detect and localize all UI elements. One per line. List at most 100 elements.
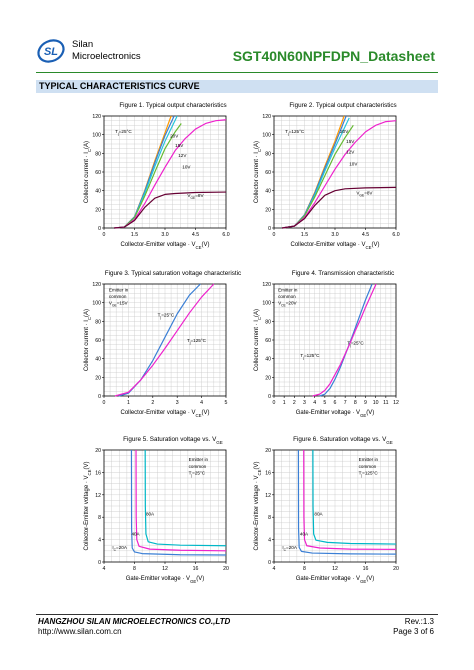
- x-tick-label: 0: [273, 400, 276, 406]
- company-name-line2: Microelectronics: [72, 51, 141, 62]
- chart-annotation: 40A: [300, 532, 309, 537]
- y-tick-label: 20: [265, 207, 271, 213]
- chart-annotation: VGE=15V: [109, 301, 129, 308]
- series-line-2: [303, 449, 397, 550]
- y-axis-label: Collector current · IC(A): [84, 309, 92, 371]
- x-tick-label: 0: [103, 400, 106, 406]
- figure-3-chart: Figure 3. Typical saturation voltage cha…: [84, 270, 241, 418]
- x-axis-label: Collector-Emitter voltage · VCE(V): [120, 242, 209, 250]
- chart-annotation: Tj=125°C: [187, 338, 207, 345]
- x-tick-label: 3: [176, 400, 179, 406]
- chart-annotation: Tj=125°C: [300, 353, 320, 360]
- y-tick-label: 4: [268, 538, 271, 544]
- x-tick-label: 12: [332, 566, 338, 572]
- x-tick-label: 2: [293, 400, 296, 406]
- footer-divider: [36, 614, 438, 615]
- y-tick-label: 8: [98, 515, 101, 521]
- x-tick-label: 9: [364, 400, 367, 406]
- x-tick-label: 8: [303, 566, 306, 572]
- chart-annotation: common: [278, 294, 296, 299]
- chart-annotation: Emitter in: [189, 457, 209, 462]
- chart-title: Figure 4. Transmission characteristic: [292, 270, 395, 277]
- y-tick-label: 100: [262, 301, 271, 307]
- y-tick-label: 80: [95, 151, 101, 157]
- y-tick-label: 8: [268, 515, 271, 521]
- x-axis-label: Collector-Emitter voltage · VCE(V): [290, 242, 379, 250]
- x-tick-label: 20: [223, 566, 229, 572]
- y-axis-label: Collector-Emitter voltage · VCE(V): [254, 461, 262, 550]
- y-axis-label: Collector-Emitter voltage · VCE(V): [84, 461, 92, 550]
- x-tick-label: 1.5: [301, 232, 308, 238]
- chart-annotation: Tj=25°C: [158, 313, 175, 320]
- footer-company: HANGZHOU SILAN MICROELECTRONICS CO.,LTD: [38, 617, 231, 626]
- chart-annotation: 12V: [178, 153, 187, 158]
- series-line-3: [130, 449, 227, 556]
- y-tick-label: 120: [92, 282, 101, 288]
- chart-title: Figure 1. Typical output characteristics: [119, 102, 226, 109]
- y-tick-label: 80: [95, 319, 101, 325]
- series-line-2: [312, 283, 377, 397]
- x-tick-label: 7: [344, 400, 347, 406]
- x-axis-label: Gate-Emitter voltage · VGE(V): [126, 576, 205, 584]
- y-axis-label: Collector current · IC(A): [254, 141, 262, 203]
- x-tick-label: 10: [373, 400, 379, 406]
- chart-annotation: 12V: [346, 149, 355, 154]
- series-line-3: [297, 449, 397, 555]
- series-line-5: [114, 119, 227, 229]
- x-tick-label: 6.0: [392, 232, 399, 238]
- y-tick-label: 80: [265, 151, 271, 157]
- y-tick-label: 20: [265, 375, 271, 381]
- x-tick-label: 4: [200, 400, 203, 406]
- series-line-5: [282, 120, 397, 229]
- y-tick-label: 0: [98, 394, 101, 400]
- series-line-2: [135, 449, 227, 552]
- x-tick-label: 4: [313, 400, 316, 406]
- x-tick-label: 12: [393, 400, 399, 406]
- y-tick-label: 0: [268, 226, 271, 232]
- x-tick-label: 4.5: [192, 232, 199, 238]
- y-tick-label: 120: [92, 114, 101, 120]
- x-axis-label: Gate-Emitter voltage · VGE(V): [296, 576, 375, 584]
- y-tick-label: 60: [95, 170, 101, 176]
- chart-annotation: 15V: [175, 143, 184, 148]
- chart-annotation: 15V: [346, 139, 355, 144]
- x-axis-label: Gate-Emitter voltage · VGE(V): [296, 410, 375, 418]
- svg-text:SL: SL: [44, 46, 58, 58]
- header-divider: [36, 72, 438, 73]
- y-tick-label: 120: [262, 282, 271, 288]
- chart-annotation: VCE=20V: [278, 301, 297, 308]
- figure-5-chart: Figure 5. Saturation voltage vs. VGE0481…: [84, 436, 229, 584]
- section-title: TYPICAL CHARACTERISTICS CURVE: [36, 80, 438, 93]
- company-name: Silan Microelectronics: [72, 39, 141, 63]
- footer-page-number: Page 3 of 6: [393, 627, 434, 636]
- chart-annotation: Tj=25°C: [115, 129, 132, 136]
- series-line-2: [114, 283, 215, 397]
- chart-annotation: 10V: [182, 164, 191, 169]
- document-title: SGT40N60NPFDPN_Datasheet: [232, 48, 435, 64]
- chart-annotation: common: [359, 464, 377, 469]
- figure-1-chart: Figure 1. Typical output characteristics…: [84, 102, 230, 250]
- x-tick-label: 0: [103, 232, 106, 238]
- footer-url: http://www.silan.com.cn: [38, 627, 122, 636]
- x-tick-label: 6.0: [222, 232, 229, 238]
- chart-annotation: VGE=8V: [356, 190, 373, 197]
- chart-title: Figure 5. Saturation voltage vs. VGE: [123, 436, 223, 445]
- x-tick-label: 3: [303, 400, 306, 406]
- x-tick-label: 1: [127, 400, 130, 406]
- chart-annotation: 80A: [146, 512, 155, 517]
- y-tick-label: 80: [265, 319, 271, 325]
- chart-annotation: Emitter in: [278, 287, 298, 292]
- chart-annotation: 40A: [131, 532, 140, 537]
- x-tick-label: 0: [273, 232, 276, 238]
- chart-annotation: 20V: [170, 133, 179, 138]
- chart-title: Figure 6. Saturation voltage vs. VGE: [293, 436, 393, 445]
- x-tick-label: 4.5: [362, 232, 369, 238]
- chart-annotation: Tj=25°C: [189, 471, 206, 478]
- y-tick-label: 60: [265, 170, 271, 176]
- chart-annotation: Emitter in: [109, 287, 129, 292]
- x-tick-label: 16: [363, 566, 369, 572]
- y-tick-label: 4: [98, 538, 101, 544]
- y-tick-label: 20: [95, 448, 101, 454]
- silan-logo: SL: [37, 39, 65, 63]
- x-axis-label: Collector-Emitter voltage · VCE(V): [120, 410, 209, 418]
